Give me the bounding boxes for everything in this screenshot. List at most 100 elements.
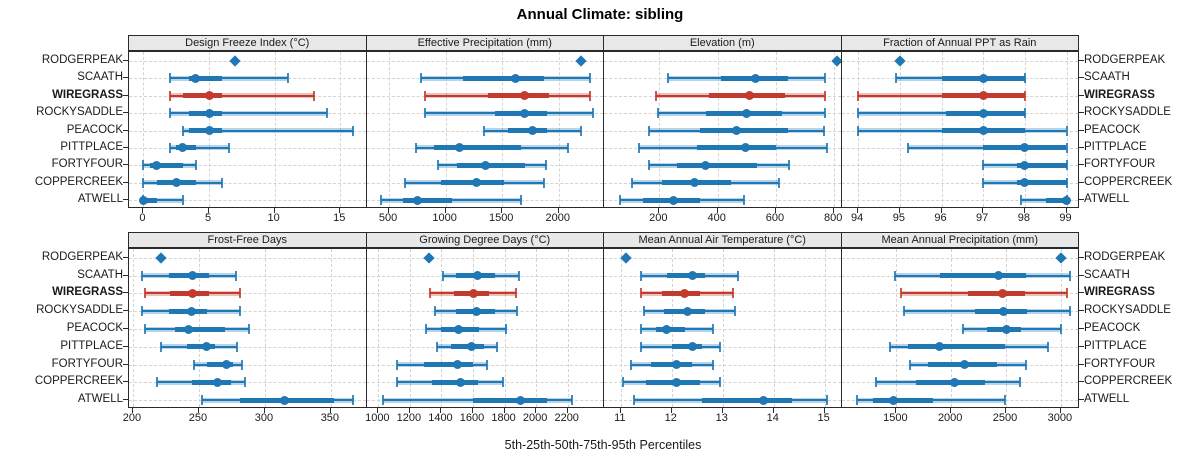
- whisker-end-cap: [1065, 160, 1068, 171]
- whisker-end-cap: [200, 395, 203, 406]
- y-axis-tick: [1079, 292, 1084, 294]
- median-dot: [888, 395, 898, 405]
- site-label-right: ATWELL: [1084, 193, 1130, 206]
- whisker-end-cap: [580, 125, 583, 136]
- whisker-iqr-bar: [940, 273, 1026, 279]
- whisker-end-cap: [622, 377, 625, 388]
- whisker-end-cap: [1019, 195, 1022, 206]
- whisker-end-cap: [396, 359, 399, 370]
- vertical-gridline: [264, 249, 266, 407]
- site-label-right: COPPERCREEK: [1084, 375, 1173, 388]
- y-axis-tick: [1079, 399, 1084, 401]
- whisker-end-cap: [788, 160, 791, 171]
- median-dot: [452, 360, 462, 370]
- horizontal-gridline: [129, 200, 366, 202]
- vertical-gridline: [536, 249, 538, 407]
- median-dot: [999, 306, 1009, 316]
- horizontal-gridline: [841, 200, 1078, 202]
- x-axis-tick-label: 350: [320, 412, 340, 424]
- whisker-iqr-bar: [187, 344, 215, 350]
- whisker-end-cap: [181, 195, 184, 206]
- whisker-end-cap: [894, 270, 897, 281]
- x-axis-tick-label: 1400: [428, 412, 453, 424]
- whisker-range-line: [169, 112, 328, 115]
- whisker-end-cap: [238, 288, 241, 299]
- whisker-end-cap: [719, 377, 722, 388]
- whisker-end-cap: [483, 125, 486, 136]
- x-axis-tick: [388, 208, 390, 213]
- x-axis-tick: [208, 208, 210, 213]
- x-axis-tick: [670, 408, 672, 413]
- whisker-iqr-bar: [192, 379, 231, 385]
- median-dot: [1001, 324, 1011, 334]
- median-dot: [993, 271, 1003, 281]
- y-axis-tick: [1079, 181, 1084, 183]
- y-axis-tick: [123, 164, 128, 166]
- y-axis-tick: [123, 112, 128, 114]
- x-axis-tick-label: 2000: [545, 212, 570, 224]
- median-dot: [978, 126, 988, 135]
- median-dot: [1062, 195, 1071, 205]
- whisker-range-line: [182, 129, 354, 132]
- panel-strip: Growing Degree Days (°C): [365, 232, 604, 248]
- site-label-left: FORTYFOUR: [51, 357, 123, 370]
- whisker-end-cap: [619, 195, 622, 206]
- whisker-end-cap: [1059, 324, 1062, 334]
- x-axis-tick-label: 1000: [365, 412, 390, 424]
- x-axis-tick: [898, 208, 900, 213]
- whisker-end-cap: [777, 177, 780, 188]
- x-axis-tick: [1065, 208, 1067, 213]
- median-dot: [959, 360, 969, 370]
- x-axis-tick: [566, 408, 568, 413]
- vertical-gridline: [445, 52, 447, 207]
- site-label-right: SCAATH: [1084, 71, 1130, 84]
- whisker-iqr-bar: [424, 362, 473, 368]
- whisker-end-cap: [640, 341, 643, 352]
- whisker-end-cap: [221, 177, 224, 188]
- horizontal-gridline: [129, 346, 366, 348]
- whisker-end-cap: [168, 142, 171, 153]
- median-dot: [222, 360, 232, 370]
- panel-plot-area: [365, 51, 604, 208]
- whisker-end-cap: [1066, 288, 1069, 299]
- horizontal-gridline: [841, 257, 1078, 259]
- site-label-left: COPPERCREEK: [34, 375, 123, 388]
- y-axis-tick: [123, 256, 128, 258]
- median-dot: [745, 91, 755, 101]
- y-axis-tick: [1079, 164, 1084, 166]
- whisker-iqr-bar: [431, 379, 478, 385]
- horizontal-gridline: [129, 382, 366, 384]
- whisker-end-cap: [591, 108, 594, 119]
- whisker-end-cap: [589, 73, 592, 84]
- site-label-left: PITTPLACE: [60, 140, 123, 153]
- site-label-right: PITTPLACE: [1084, 140, 1147, 153]
- whisker-iqr-bar: [666, 273, 705, 279]
- whisker-end-cap: [505, 324, 508, 334]
- percentile-caption: 5th-25th-50th-75th-95th Percentiles: [504, 438, 702, 452]
- vertical-gridline: [834, 52, 836, 207]
- horizontal-gridline: [366, 60, 603, 62]
- x-axis-tick: [857, 208, 859, 213]
- whisker-end-cap: [168, 108, 171, 119]
- whisker-end-cap: [352, 395, 355, 406]
- x-axis-tick-label: 800: [824, 212, 843, 224]
- x-axis-tick: [408, 408, 410, 413]
- whisker-end-cap: [168, 73, 171, 84]
- y-axis-tick: [1079, 146, 1084, 148]
- whisker-iqr-bar: [175, 326, 226, 332]
- x-axis-tick-label: 1200: [396, 412, 422, 424]
- whisker-end-cap: [1023, 73, 1026, 84]
- whisker-iqr-bar: [462, 75, 545, 81]
- site-label-left: ATWELL: [77, 393, 123, 406]
- whisker-end-cap: [571, 395, 574, 406]
- whisker-end-cap: [419, 73, 422, 84]
- site-label-left: WIREGRASS: [52, 286, 123, 299]
- horizontal-gridline: [841, 165, 1078, 167]
- y-axis-tick: [1079, 310, 1084, 312]
- median-dot: [669, 195, 679, 205]
- x-axis-tick-label: 99: [1059, 212, 1072, 224]
- median-dot: [998, 288, 1008, 298]
- horizontal-gridline: [841, 329, 1078, 330]
- whisker-end-cap: [424, 324, 427, 334]
